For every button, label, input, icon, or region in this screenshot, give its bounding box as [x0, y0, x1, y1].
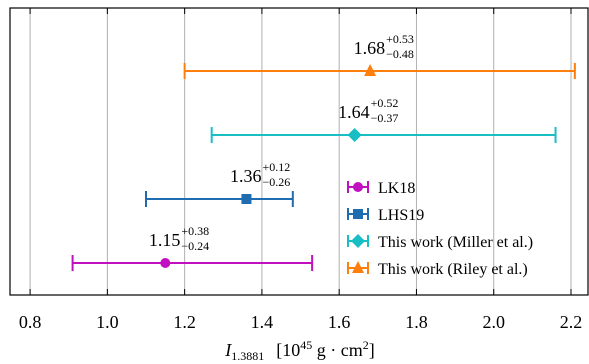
x-tick-label: 1.8: [405, 312, 428, 332]
legend-label: LHS19: [378, 207, 424, 224]
legend-label: This work (Miller et al.): [378, 234, 533, 251]
legend-marker: [352, 261, 364, 273]
x-label-unit: g · cm: [312, 340, 362, 360]
error-plus-label: +0.12: [262, 160, 290, 174]
data-point: [347, 128, 362, 142]
legend-marker: [351, 234, 365, 248]
value-label: 1.36: [230, 166, 262, 186]
x-label-symbol: I: [224, 340, 232, 360]
x-tick-label: 1.6: [328, 312, 351, 332]
legend-marker: [353, 209, 363, 219]
error-minus-label: −0.48: [386, 47, 414, 61]
x-label-unit: [10: [276, 340, 300, 360]
value-label: 1.15: [149, 230, 181, 250]
plot-frame: [9, 7, 589, 296]
legend-marker: [353, 182, 363, 192]
x-tick-label: 1.4: [251, 312, 274, 332]
x-tick-label: 0.8: [19, 312, 42, 332]
legend-label: This work (Riley et al.): [378, 261, 528, 278]
x-tick-label: 2.0: [482, 312, 505, 332]
x-label-subscript: 1.3881: [231, 349, 264, 363]
x-label-exp: 2: [363, 338, 369, 352]
x-label-exp: 45: [300, 338, 312, 352]
x-axis-label: I1.3881 [1045 g · cm2]: [224, 338, 374, 363]
error-minus-label: −0.26: [262, 175, 290, 189]
data-point: [364, 64, 377, 76]
x-label-unit: ]: [369, 340, 375, 360]
data-point: [241, 194, 252, 204]
error-minus-label: −0.24: [181, 239, 209, 253]
error-plus-label: +0.52: [371, 96, 399, 110]
data-point: [160, 258, 171, 268]
legend-label: LK18: [378, 180, 415, 197]
error-plus-label: +0.38: [181, 224, 209, 238]
error-minus-label: −0.37: [371, 111, 399, 125]
error-plus-label: +0.53: [386, 32, 414, 46]
x-tick-label: 1.0: [96, 312, 119, 332]
value-label: 1.64: [338, 102, 370, 122]
x-tick-label: 1.2: [173, 312, 196, 332]
x-tick-label: 2.2: [560, 312, 583, 332]
value-label: 1.68: [354, 38, 386, 58]
